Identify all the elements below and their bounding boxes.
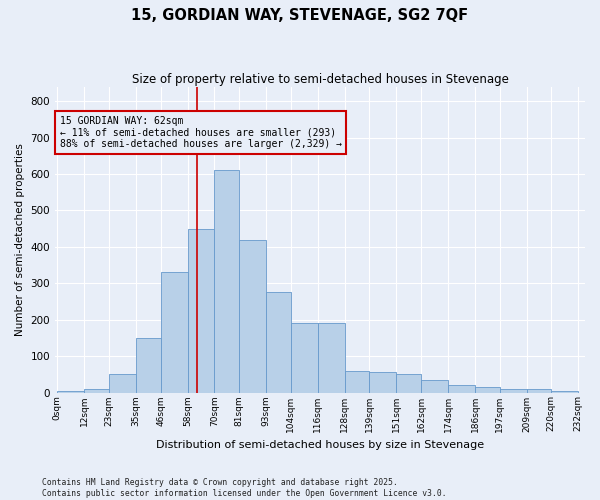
Bar [214, 170, 239, 392]
Bar [370, 372, 397, 392]
Bar [397, 374, 421, 392]
Bar [84, 389, 109, 392]
Bar [345, 370, 370, 392]
Bar [266, 292, 291, 392]
Bar [448, 385, 475, 392]
Bar [161, 272, 188, 392]
Text: 15 GORDIAN WAY: 62sqm
← 11% of semi-detached houses are smaller (293)
88% of sem: 15 GORDIAN WAY: 62sqm ← 11% of semi-deta… [59, 116, 341, 149]
Bar [109, 374, 136, 392]
Bar [136, 338, 161, 392]
Bar [239, 240, 266, 392]
Bar [500, 389, 527, 392]
Bar [318, 324, 345, 392]
X-axis label: Distribution of semi-detached houses by size in Stevenage: Distribution of semi-detached houses by … [156, 440, 484, 450]
Bar [421, 380, 448, 392]
Text: 15, GORDIAN WAY, STEVENAGE, SG2 7QF: 15, GORDIAN WAY, STEVENAGE, SG2 7QF [131, 8, 469, 22]
Bar [291, 324, 318, 392]
Bar [527, 389, 551, 392]
Text: Contains HM Land Registry data © Crown copyright and database right 2025.
Contai: Contains HM Land Registry data © Crown c… [42, 478, 446, 498]
Bar [551, 390, 578, 392]
Bar [475, 387, 500, 392]
Y-axis label: Number of semi-detached properties: Number of semi-detached properties [15, 143, 25, 336]
Title: Size of property relative to semi-detached houses in Stevenage: Size of property relative to semi-detach… [131, 72, 508, 86]
Bar [57, 390, 84, 392]
Bar [188, 228, 214, 392]
